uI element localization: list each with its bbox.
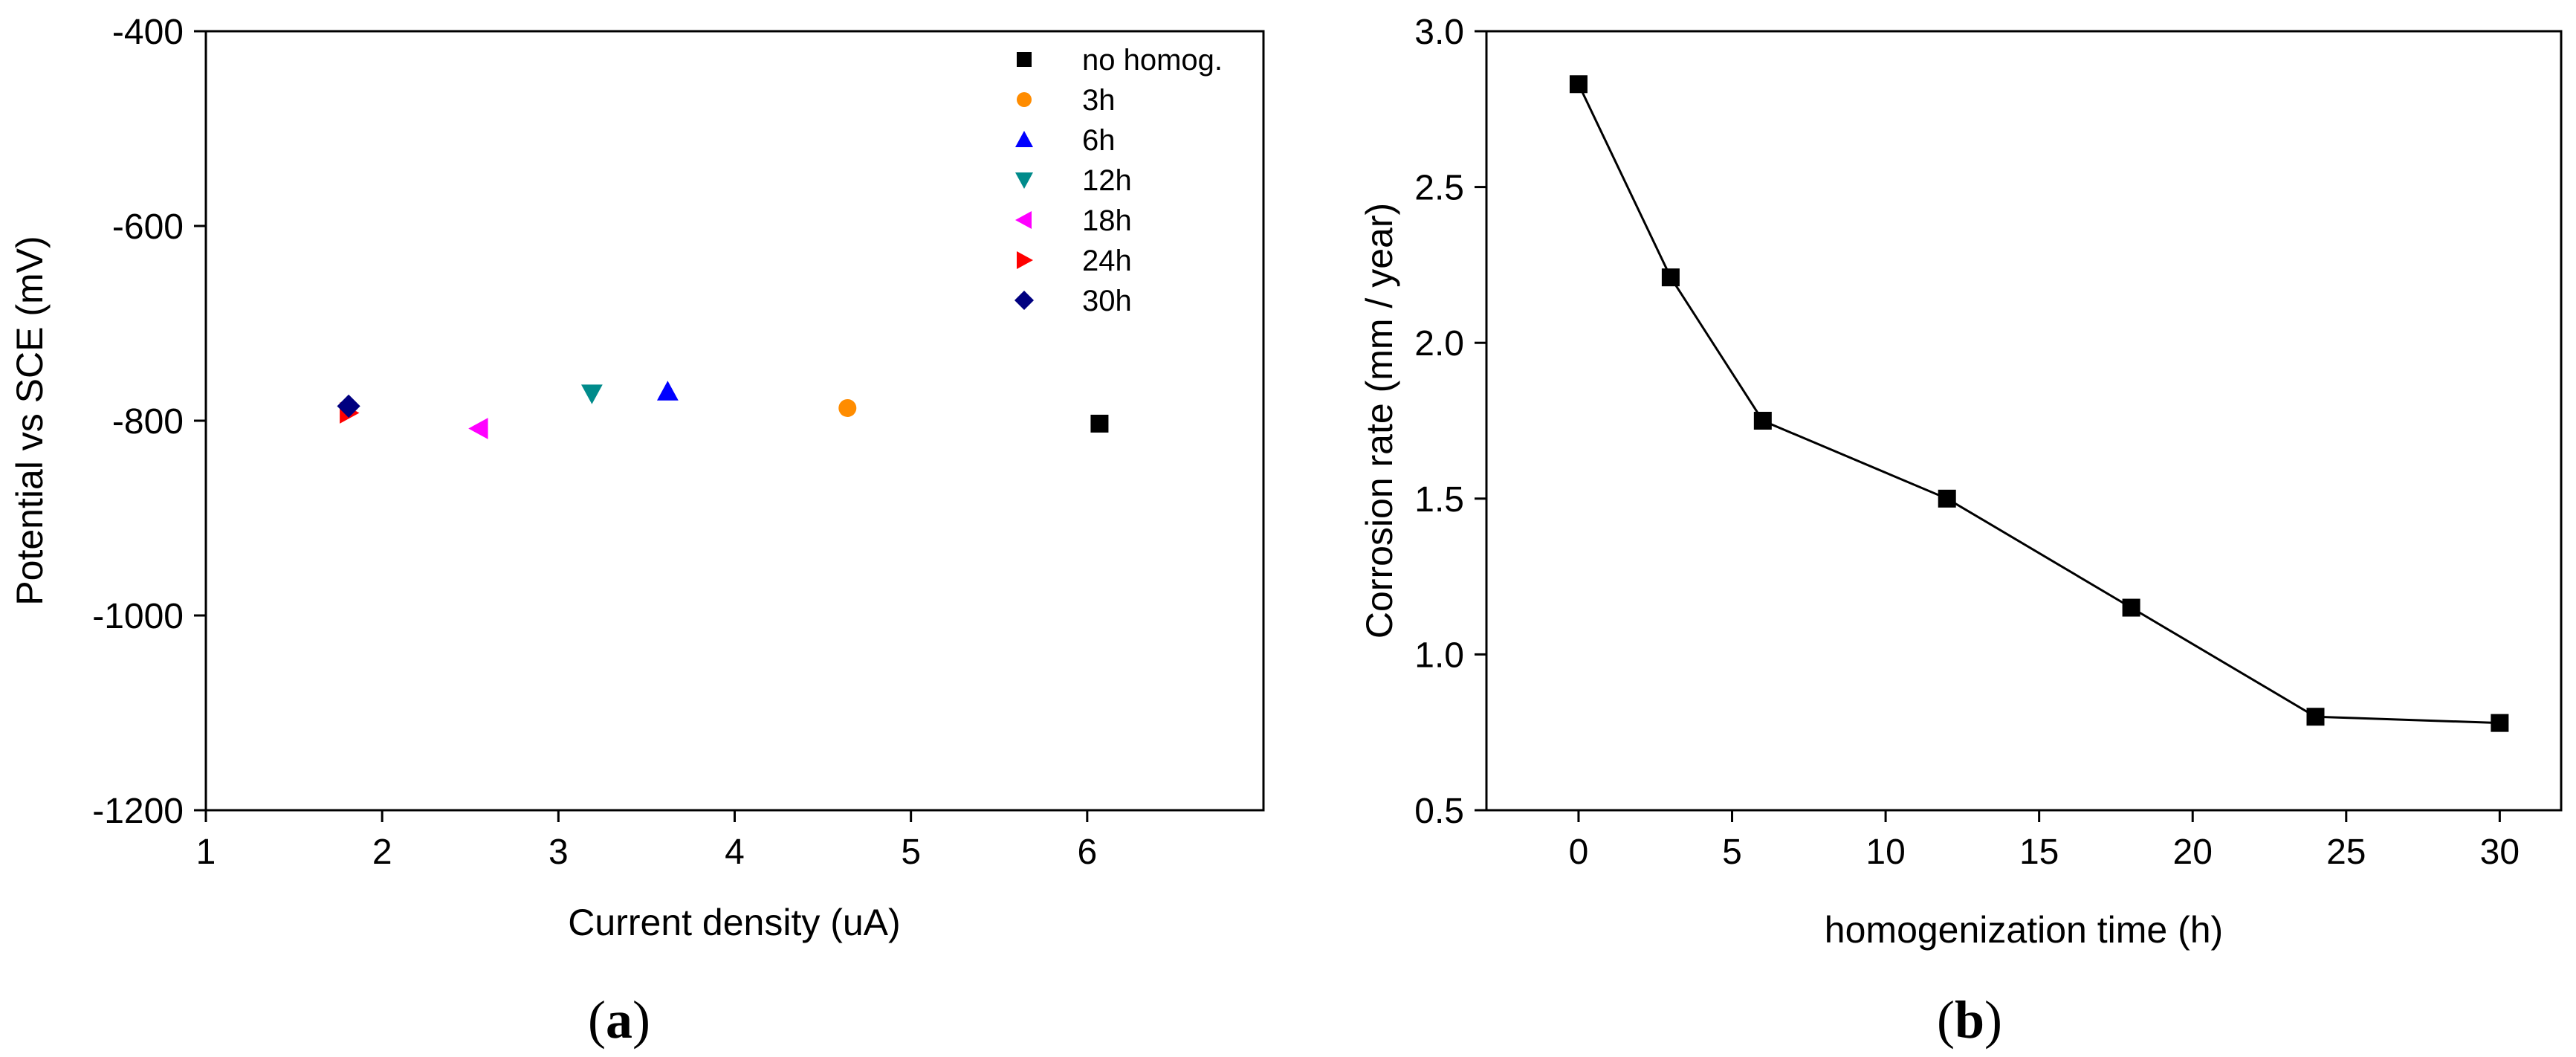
y-tick-label: -400 (112, 13, 184, 52)
data-point-3h (838, 398, 857, 417)
y-tick-label: 1.5 (1414, 480, 1464, 520)
data-point (1569, 75, 1588, 94)
legend-marker (1015, 211, 1032, 229)
legend-label: 3h (1082, 84, 1116, 117)
y-tick-label: -1200 (92, 792, 184, 831)
panel-label-b-letter: b (1955, 990, 1984, 1050)
legend-label: 30h (1082, 285, 1132, 317)
panel-label-b: (b) (1937, 990, 2002, 1050)
data-line-b (1577, 83, 2500, 725)
y-tick-label: -800 (112, 402, 184, 442)
legend-marker (1017, 251, 1033, 269)
legend-marker (1015, 131, 1033, 147)
y-tick-label: 2.0 (1414, 324, 1464, 363)
x-axis-label-a: Current density (uA) (568, 902, 900, 943)
y-tick-label: -1000 (92, 597, 184, 636)
y-tick-label: -600 (112, 207, 184, 247)
panel-label-a-letter: a (606, 990, 632, 1050)
x-tick-label: 0 (1569, 833, 1589, 872)
data-point (1753, 412, 1772, 430)
x-tick-label: 30 (2480, 833, 2520, 872)
y-tick-label: 0.5 (1414, 792, 1464, 831)
legend-marker (1015, 172, 1033, 189)
data-point-30h (337, 394, 360, 418)
data-point-6h (656, 381, 679, 401)
legend-label: 18h (1082, 204, 1132, 237)
series-line (1577, 83, 2500, 725)
x-tick-label: 3 (548, 833, 569, 872)
x-tick-label: 20 (2173, 833, 2213, 872)
legend-marker (1017, 92, 1032, 107)
x-tick-label: 2 (372, 833, 392, 872)
panel-a: -1200 -1000 -800 -600 -400 1 2 3 4 5 6 no homog. 3… (9, 13, 1265, 1050)
x-tick-label: 6 (1077, 833, 1097, 872)
x-tick-label: 25 (2326, 833, 2366, 872)
y-axis-label-a: Potential vs SCE (mV) (9, 236, 51, 605)
x-tick-label: 4 (725, 833, 745, 872)
x-tick-label: 5 (901, 833, 921, 872)
x-axis-label-b: homogenization time (h) (1825, 909, 2223, 951)
x-axis-b: 0 5 10 15 20 25 30 (1569, 810, 2520, 872)
legend-a: no homog. 3h 6h 12h 18h 24h 30h (1014, 44, 1223, 317)
panel-b: 0.5 1.0 1.5 2.0 2.5 3.0 0 5 10 15 20 25 30 homogeni… (1359, 13, 2563, 1050)
x-tick-label: 15 (2019, 833, 2059, 872)
data-point-no-homog (1090, 414, 1109, 433)
x-tick-label: 10 (1865, 833, 1905, 872)
x-tick-label: 1 (196, 833, 216, 872)
y-tick-label: 1.0 (1414, 636, 1464, 675)
legend-label: no homog. (1082, 44, 1223, 77)
data-points-b (1569, 75, 2509, 732)
x-axis-a: 1 2 3 4 5 6 (196, 810, 1097, 872)
plot-area-b (1485, 30, 2563, 812)
y-tick-label: 3.0 (1414, 13, 1464, 52)
legend-label: 24h (1082, 245, 1132, 277)
data-point (2122, 598, 2140, 617)
data-point-18h (468, 418, 488, 439)
panel-label-a: (a) (588, 990, 650, 1050)
y-axis-b: 0.5 1.0 1.5 2.0 2.5 3.0 (1414, 13, 1486, 831)
y-axis-a: -1200 -1000 -800 -600 -400 (92, 13, 206, 831)
x-tick-label: 5 (1722, 833, 1742, 872)
legend-marker (1017, 52, 1032, 67)
legend-label: 6h (1082, 124, 1116, 157)
data-point (2491, 714, 2509, 732)
data-points-a (337, 381, 1109, 439)
legend-marker (1014, 291, 1034, 310)
y-axis-label-b: Corrosion rate (mm / year) (1359, 203, 1400, 639)
data-point (2306, 708, 2325, 726)
data-point-12h (580, 384, 603, 404)
data-point (1938, 489, 1956, 508)
data-point (1661, 268, 1680, 287)
y-tick-label: 2.5 (1414, 169, 1464, 208)
legend-label: 12h (1082, 164, 1132, 197)
